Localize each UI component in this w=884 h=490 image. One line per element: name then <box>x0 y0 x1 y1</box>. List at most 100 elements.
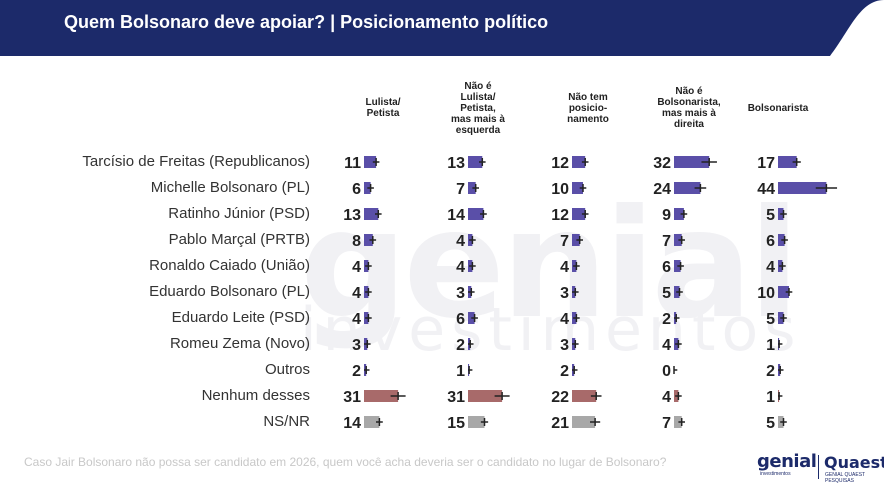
watermark-logo: genial <box>300 178 800 352</box>
value-label: 5 <box>766 311 775 328</box>
value-label: 21 <box>551 415 569 432</box>
bar <box>364 416 380 428</box>
value-label: 4 <box>456 233 465 250</box>
value-label: 44 <box>757 181 775 198</box>
logo-divider <box>818 455 819 479</box>
row-label: Romeu Zema (Novo) <box>169 335 310 352</box>
value-label: 5 <box>766 207 775 224</box>
value-label: 7 <box>560 233 569 250</box>
row-label: Nenhum desses <box>201 387 310 404</box>
value-label: 5 <box>662 285 671 302</box>
value-label: 3 <box>456 285 465 302</box>
value-label: 2 <box>456 337 465 354</box>
value-label: 1 <box>456 363 465 380</box>
row-label: Eduardo Leite (PSD) <box>171 309 310 326</box>
row-label: Outros <box>264 361 310 378</box>
value-label: 7 <box>662 233 671 250</box>
column-header: Lulista/ Petista <box>365 97 401 119</box>
bar <box>674 234 682 246</box>
value-label: 4 <box>352 259 361 276</box>
bar <box>364 390 399 402</box>
bar <box>572 182 583 194</box>
value-label: 24 <box>653 181 671 198</box>
watermark-subtext: investimentos <box>300 295 802 365</box>
value-label: 0 <box>662 363 671 380</box>
bar <box>674 208 684 220</box>
genial-logo: genial <box>757 451 817 472</box>
row-label: Ratinho Júnior (PSD) <box>168 205 310 222</box>
row-label: Michelle Bolsonaro (PL) <box>150 179 310 196</box>
bar <box>674 182 701 194</box>
value-label: 13 <box>343 207 361 224</box>
column-header: Não é Bolsonarista, mas mais à direita <box>657 86 721 130</box>
value-label: 3 <box>560 285 569 302</box>
value-label: 10 <box>551 181 569 198</box>
value-label: 2 <box>560 363 569 380</box>
value-label: 14 <box>447 207 465 224</box>
bar <box>572 208 586 220</box>
footer-question: Caso Jair Bolsonaro não possa ser candid… <box>24 455 667 469</box>
value-label: 7 <box>662 415 671 432</box>
genial-logo-sub: investimentos <box>760 471 791 477</box>
value-label: 4 <box>662 389 671 406</box>
bar <box>778 182 827 194</box>
bar <box>468 416 485 428</box>
bar <box>468 156 483 168</box>
page-title: Quem Bolsonaro deve apoiar? | Posicionam… <box>64 12 549 32</box>
header-banner <box>0 0 884 56</box>
value-label: 2 <box>662 311 671 328</box>
value-label: 4 <box>352 285 361 302</box>
bar <box>572 234 580 246</box>
value-label: 12 <box>551 155 569 172</box>
bar <box>468 208 484 220</box>
value-label: 1 <box>766 337 775 354</box>
value-label: 3 <box>560 337 569 354</box>
value-label: 4 <box>662 337 671 354</box>
value-label: 3 <box>352 337 361 354</box>
bar <box>364 234 373 246</box>
value-label: 2 <box>766 363 775 380</box>
value-label: 32 <box>653 155 671 172</box>
value-label: 9 <box>662 207 671 224</box>
row-label: Tarcísio de Freitas (Republicanos) <box>82 153 310 170</box>
bar <box>364 156 377 168</box>
value-label: 6 <box>766 233 775 250</box>
bar <box>572 390 597 402</box>
value-label: 6 <box>662 259 671 276</box>
quaest-logo: Quaest <box>824 453 884 472</box>
value-label: 4 <box>560 311 569 328</box>
bar <box>572 156 586 168</box>
value-label: 11 <box>344 155 361 172</box>
value-label: 6 <box>456 311 465 328</box>
bar <box>468 390 503 402</box>
column-header: Não tem posicio- namento <box>567 91 609 125</box>
row-label: NS/NR <box>263 413 310 430</box>
bar <box>778 286 789 298</box>
value-label: 14 <box>343 415 361 432</box>
bar <box>364 208 379 220</box>
value-label: 4 <box>766 259 775 276</box>
bar <box>468 182 476 194</box>
value-label: 2 <box>352 363 361 380</box>
value-label: 31 <box>343 389 361 406</box>
row-label: Eduardo Bolsonaro (PL) <box>149 283 310 300</box>
value-label: 22 <box>551 389 569 406</box>
value-label: 8 <box>352 233 361 250</box>
value-label: 15 <box>447 415 465 432</box>
bar <box>778 156 797 168</box>
value-label: 1 <box>766 389 775 406</box>
value-label: 13 <box>447 155 465 172</box>
row-label: Pablo Marçal (PRTB) <box>168 231 310 248</box>
bar <box>572 416 596 428</box>
column-header: Não é Lulista/ Petista, mas mais à esque… <box>451 80 505 136</box>
bar <box>674 416 682 428</box>
value-label: 10 <box>757 285 775 302</box>
row-label: Ronaldo Caiado (União) <box>149 257 310 274</box>
value-label: 4 <box>560 259 569 276</box>
bar <box>674 156 710 168</box>
value-label: 4 <box>352 311 361 328</box>
value-label: 5 <box>766 415 775 432</box>
value-label: 4 <box>456 259 465 276</box>
column-header: Bolsonarista <box>747 102 809 114</box>
